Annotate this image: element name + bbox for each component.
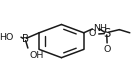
Text: O: O: [103, 45, 111, 54]
Text: B: B: [22, 34, 29, 44]
Text: S: S: [103, 27, 110, 40]
Text: HO: HO: [0, 33, 14, 42]
Text: NH: NH: [93, 24, 107, 33]
Text: OH: OH: [29, 51, 44, 60]
Text: O: O: [88, 29, 96, 38]
